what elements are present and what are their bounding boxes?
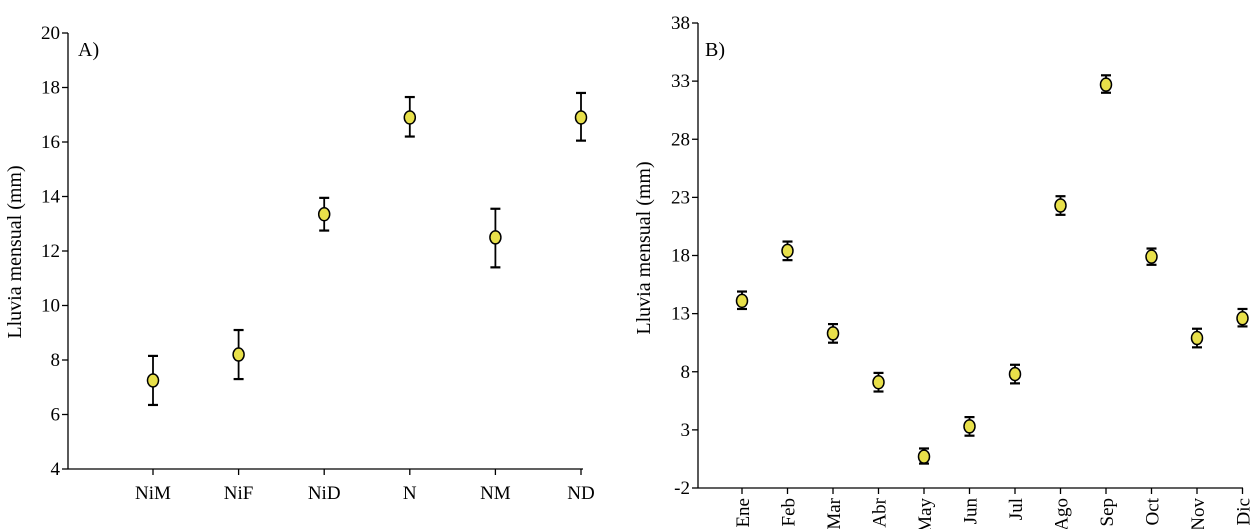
- panel-b-x-tick-label: Nov: [1188, 498, 1209, 529]
- panel-b-data-point: [781, 243, 794, 259]
- panel-a-x-tick-label: ND: [567, 483, 594, 504]
- panel-a-data-point: [489, 230, 502, 245]
- panel-b-data-point: [735, 293, 749, 309]
- panel-b-x-tick-label: Jul: [1006, 498, 1027, 520]
- panel-b-x-tick-label: May: [915, 498, 936, 529]
- panel-b-y-tick-label: 38: [671, 13, 690, 34]
- panel-b-y-axis-title: Lluvia mensual (mm): [633, 161, 655, 334]
- panel-b-y-tick-label: 8: [681, 362, 691, 383]
- panel-a-data-point: [146, 373, 160, 388]
- panel-b-data-point: [1054, 198, 1067, 213]
- panel-b-x-tick-label: Sep: [1097, 498, 1118, 527]
- panel-a-y-tick-label: 6: [51, 405, 61, 426]
- panel-b-x-tick-label: Jun: [961, 498, 982, 525]
- panel-b-data-point: [1099, 77, 1113, 92]
- panel-a-data-point: [403, 110, 417, 125]
- panel-b-y-tick-label: 23: [671, 187, 690, 208]
- panel-a-y-tick-label: 14: [41, 187, 61, 208]
- panel-b-x-tick-label: Mar: [824, 497, 845, 529]
- panel-b-y-tick-label: 28: [671, 129, 690, 150]
- panel-a-y-tick-label: 8: [51, 350, 61, 371]
- panel-b-y-tick-label: 3: [681, 420, 691, 441]
- panel-b-label: B): [705, 39, 725, 61]
- panel-a-y-tick-label: 20: [41, 23, 60, 44]
- panel-b-data-point: [1190, 330, 1204, 346]
- panel-a-x-tick-label: NM: [480, 483, 511, 504]
- panel-a-y-tick-label: 10: [41, 296, 60, 317]
- panel-b-data-point: [1008, 366, 1022, 382]
- panel-b-data-point: [826, 326, 840, 341]
- panel-b-x-tick-label: Feb: [779, 498, 800, 527]
- panel-a-data-point: [232, 347, 245, 362]
- panel-a-y-axis-title: Lluvia mensual (mm): [4, 165, 26, 338]
- panel-a-x-tick-label: NiD: [308, 483, 341, 504]
- panel-a-y-tick-label: 16: [41, 132, 60, 153]
- panel-b-y-tick-label: 33: [671, 71, 690, 92]
- panel-b-data-point: [1145, 249, 1158, 264]
- panel-a-x-tick-label: N: [403, 483, 417, 504]
- panel-b-x-tick-label: Dic: [1234, 498, 1254, 525]
- panel-a-label: A): [78, 39, 99, 61]
- panel-a-y-tick-label: 4: [51, 459, 61, 480]
- panel-b-x-tick-label: Oct: [1143, 497, 1164, 525]
- panel-b-data-point: [963, 419, 976, 434]
- panel-a-y-tick-label: 12: [41, 241, 60, 262]
- panel-b-y-tick-label: -2: [674, 478, 690, 499]
- panel-a-data-point: [574, 110, 588, 125]
- panel-b-x-tick-label: Abr: [870, 497, 891, 527]
- panel-b-y-tick-label: 18: [671, 246, 690, 267]
- panel-a-chart: A) Lluvia mensual (mm) 4 6 8 10 12 14 16 18 20 Ni…: [4, 23, 595, 504]
- panel-b-data-point: [917, 449, 931, 464]
- panel-b-x-tick-label: Ago: [1052, 498, 1073, 529]
- panel-a-x-tick-label: NiF: [224, 483, 254, 504]
- panel-b-data-point: [872, 374, 885, 390]
- panel-a-data-point: [317, 206, 331, 222]
- panel-b-chart: B) Lluvia mensual (mm) -238131823283338E…: [633, 13, 1254, 529]
- panel-b-data-point: [1236, 311, 1249, 326]
- panel-b-y-tick-label: 13: [671, 304, 690, 325]
- panel-a-x-tick-label: NiM: [135, 483, 171, 504]
- panel-a-y-tick-label: 18: [41, 78, 60, 99]
- panel-b-x-tick-label: Ene: [733, 498, 754, 528]
